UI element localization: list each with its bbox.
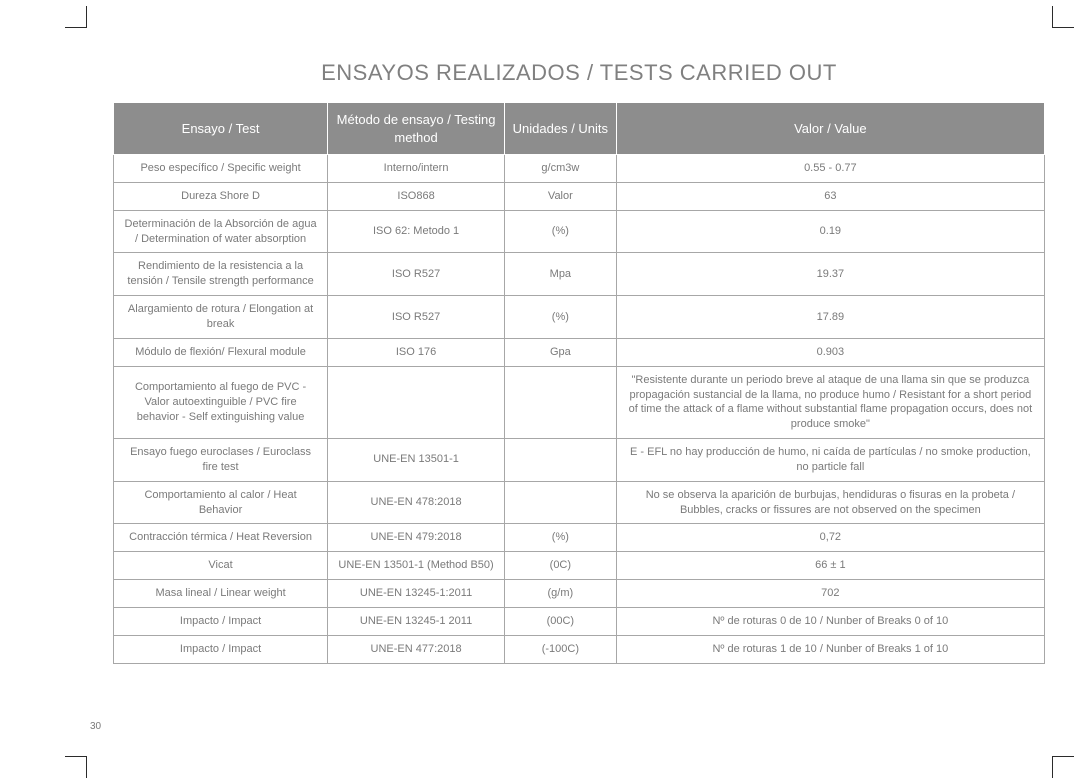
table-row: Rendimiento de la resistencia a la tensi… [114, 253, 1045, 296]
cell-value: 0.903 [616, 338, 1044, 366]
cell-test: Peso específico / Specific weight [114, 155, 328, 183]
cell-units: (%) [505, 296, 617, 339]
cell-value: 0.55 - 0.77 [616, 155, 1044, 183]
cell-value: 0,72 [616, 524, 1044, 552]
cell-value: 702 [616, 580, 1044, 608]
table-row: Comportamiento al calor / Heat BehaviorU… [114, 481, 1045, 524]
cell-method: ISO868 [328, 182, 505, 210]
col-header-test: Ensayo / Test [114, 103, 328, 155]
table-row: Contracción térmica / Heat ReversionUNE-… [114, 524, 1045, 552]
page-title: ENSAYOS REALIZADOS / TESTS CARRIED OUT [113, 60, 1045, 86]
table-row: Comportamiento al fuego de PVC - Valor a… [114, 366, 1045, 438]
cell-test: Vicat [114, 552, 328, 580]
cell-units: Valor [505, 182, 617, 210]
cell-test: Módulo de flexión/ Flexural module [114, 338, 328, 366]
cell-units [505, 366, 617, 438]
cell-value: E - EFL no hay producción de humo, ni ca… [616, 439, 1044, 482]
table-row: Ensayo fuego euroclases / Euroclass fire… [114, 439, 1045, 482]
cell-method: UNE-EN 13245-1:2011 [328, 580, 505, 608]
crop-mark-bottom-right [1052, 756, 1074, 778]
cell-units: (00C) [505, 607, 617, 635]
cell-test: Alargamiento de rotura / Elongation at b… [114, 296, 328, 339]
cell-value: 0.19 [616, 210, 1044, 253]
cell-test: Determinación de la Absorción de agua / … [114, 210, 328, 253]
cell-method [328, 366, 505, 438]
cell-test: Rendimiento de la resistencia a la tensi… [114, 253, 328, 296]
cell-test: Comportamiento al fuego de PVC - Valor a… [114, 366, 328, 438]
cell-method: Interno/intern [328, 155, 505, 183]
table-row: Alargamiento de rotura / Elongation at b… [114, 296, 1045, 339]
crop-mark-top-right [1052, 6, 1074, 28]
cell-units: (%) [505, 524, 617, 552]
col-header-units: Unidades / Units [505, 103, 617, 155]
table-row: Masa lineal / Linear weightUNE-EN 13245-… [114, 580, 1045, 608]
table-row: Módulo de flexión/ Flexural moduleISO 17… [114, 338, 1045, 366]
cell-method: ISO R527 [328, 296, 505, 339]
cell-method: ISO R527 [328, 253, 505, 296]
crop-mark-bottom-left [65, 756, 87, 778]
cell-units [505, 439, 617, 482]
table-header-row: Ensayo / Test Método de ensayo / Testing… [114, 103, 1045, 155]
cell-method: ISO 176 [328, 338, 505, 366]
col-header-method: Método de ensayo / Testing method [328, 103, 505, 155]
cell-value: 17.89 [616, 296, 1044, 339]
table-body: Peso específico / Specific weightInterno… [114, 155, 1045, 664]
table-row: Impacto / ImpactUNE-EN 13245-1 2011(00C)… [114, 607, 1045, 635]
cell-value: 63 [616, 182, 1044, 210]
cell-value: Nº de roturas 1 de 10 / Nunber of Breaks… [616, 635, 1044, 663]
cell-value: No se observa la aparición de burbujas, … [616, 481, 1044, 524]
cell-value: 19.37 [616, 253, 1044, 296]
cell-units: g/cm3w [505, 155, 617, 183]
cell-units: (g/m) [505, 580, 617, 608]
cell-test: Dureza Shore D [114, 182, 328, 210]
cell-test: Comportamiento al calor / Heat Behavior [114, 481, 328, 524]
cell-value: 66 ± 1 [616, 552, 1044, 580]
crop-mark-top-left [65, 6, 87, 28]
cell-test: Impacto / Impact [114, 635, 328, 663]
table-row: VicatUNE-EN 13501-1 (Method B50)(0C)66 ±… [114, 552, 1045, 580]
cell-test: Masa lineal / Linear weight [114, 580, 328, 608]
table-row: Determinación de la Absorción de agua / … [114, 210, 1045, 253]
cell-value: "Resistente durante un periodo breve al … [616, 366, 1044, 438]
page-number: 30 [90, 721, 101, 732]
cell-method: UNE-EN 13501-1 (Method B50) [328, 552, 505, 580]
cell-test: Ensayo fuego euroclases / Euroclass fire… [114, 439, 328, 482]
tests-table: Ensayo / Test Método de ensayo / Testing… [113, 102, 1045, 664]
table-row: Dureza Shore DISO868Valor63 [114, 182, 1045, 210]
cell-method: UNE-EN 13245-1 2011 [328, 607, 505, 635]
cell-value: Nº de roturas 0 de 10 / Nunber of Breaks… [616, 607, 1044, 635]
cell-test: Impacto / Impact [114, 607, 328, 635]
cell-units: (%) [505, 210, 617, 253]
cell-units: Mpa [505, 253, 617, 296]
page-content: ENSAYOS REALIZADOS / TESTS CARRIED OUT E… [113, 60, 1045, 664]
cell-units [505, 481, 617, 524]
col-header-value: Valor / Value [616, 103, 1044, 155]
table-row: Impacto / ImpactUNE-EN 477:2018(-100C)Nº… [114, 635, 1045, 663]
cell-method: UNE-EN 477:2018 [328, 635, 505, 663]
table-row: Peso específico / Specific weightInterno… [114, 155, 1045, 183]
cell-units: (-100C) [505, 635, 617, 663]
cell-method: UNE-EN 478:2018 [328, 481, 505, 524]
cell-test: Contracción térmica / Heat Reversion [114, 524, 328, 552]
cell-units: Gpa [505, 338, 617, 366]
cell-method: UNE-EN 479:2018 [328, 524, 505, 552]
cell-units: (0C) [505, 552, 617, 580]
cell-method: ISO 62: Metodo 1 [328, 210, 505, 253]
cell-method: UNE-EN 13501-1 [328, 439, 505, 482]
